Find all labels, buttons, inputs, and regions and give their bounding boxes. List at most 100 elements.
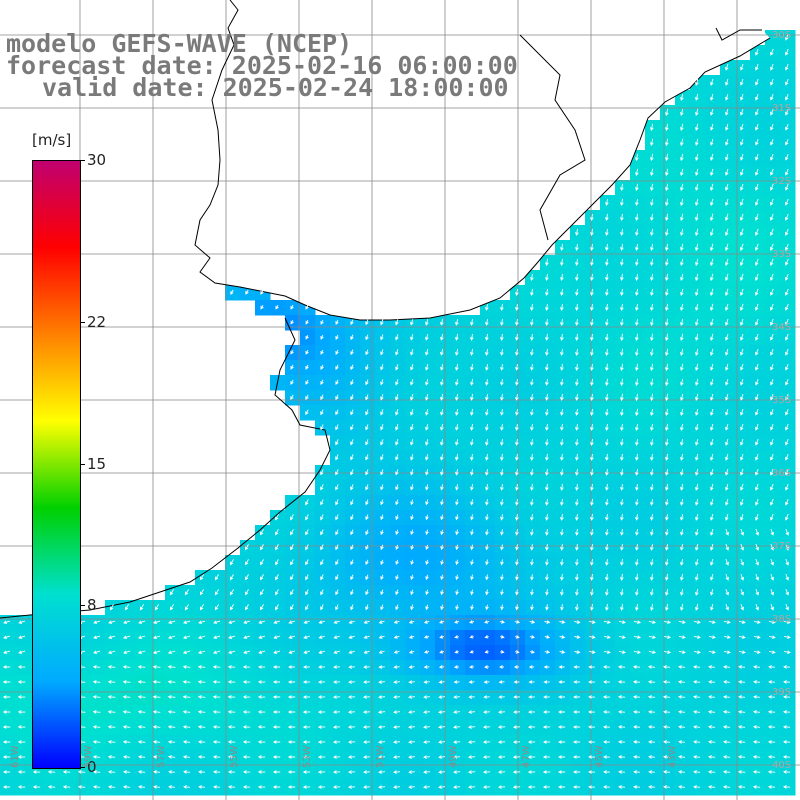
wind-speed-cell: [15, 645, 31, 661]
wind-arrow: [380, 589, 384, 596]
wind-arrow: [770, 468, 774, 476]
wind-arrow: [769, 213, 774, 221]
wind-arrow: [590, 408, 594, 417]
wind-speed-cell: [735, 765, 751, 781]
wind-speed-cell: [165, 750, 181, 766]
wind-arrow: [740, 573, 744, 581]
wind-arrow: [785, 348, 789, 356]
wind-arrow: [365, 409, 369, 416]
wind-speed-cell: [660, 390, 676, 406]
wind-arrow: [605, 588, 609, 596]
wind-arrow: [740, 468, 744, 476]
wind-speed-cell: [750, 630, 766, 646]
wind-speed-cell: [585, 435, 601, 451]
wind-speed-cell: [420, 780, 436, 796]
wind-arrow: [365, 439, 369, 446]
wind-arrow: [620, 603, 624, 611]
wind-arrow: [635, 529, 639, 536]
wind-speed-cell: [405, 720, 421, 736]
wind-arrow: [785, 528, 789, 536]
wind-speed-cell: [600, 375, 616, 391]
wind-speed-cell: [240, 660, 256, 676]
wind-arrow: [785, 483, 789, 491]
wind-speed-cell: [660, 300, 676, 316]
wind-arrow: [620, 438, 624, 447]
wind-arrow: [438, 680, 445, 684]
wind-speed-cell: [0, 720, 16, 736]
wind-arrow: [485, 574, 489, 581]
wind-arrow: [245, 574, 249, 581]
wind-arrow: [575, 393, 579, 401]
wind-speed-cell: [645, 705, 661, 721]
wind-arrow: [123, 650, 131, 655]
wind-arrow: [123, 620, 131, 624]
wind-speed-cell: [540, 780, 556, 796]
wind-arrow: [2, 755, 11, 759]
wind-arrow: [590, 318, 594, 327]
wind-arrow: [138, 635, 146, 640]
wind-arrow: [212, 725, 221, 729]
wind-speed-cell: [180, 690, 196, 706]
wind-speed-cell: [120, 705, 136, 721]
wind-arrow: [350, 424, 354, 431]
wind-arrow: [558, 665, 565, 669]
wind-arrow: [605, 318, 609, 327]
wind-arrow: [755, 543, 759, 551]
wind-arrow: [709, 318, 714, 326]
wind-arrow: [515, 635, 520, 639]
wind-speed-cell: [675, 690, 691, 706]
wind-arrow: [767, 755, 776, 759]
wind-arrow: [500, 559, 504, 566]
wind-speed-cell: [15, 705, 31, 721]
wind-speed-cell: [750, 645, 766, 661]
wind-arrow: [455, 363, 459, 371]
wind-arrow: [290, 514, 294, 521]
wind-speed-cell: [360, 735, 376, 751]
wind-speed-cell: [630, 330, 646, 346]
wind-arrow: [785, 48, 789, 56]
wind-speed-cell: [615, 660, 631, 676]
wind-arrow: [603, 725, 611, 729]
wind-arrow: [260, 289, 264, 295]
wind-arrow: [707, 770, 716, 774]
longitude-label: 59W: [83, 745, 94, 768]
wind-speed-cell: [405, 690, 421, 706]
wind-arrow: [695, 498, 699, 506]
wind-arrow: [380, 529, 384, 536]
wind-speed-cell: [540, 690, 556, 706]
wind-arrow: [212, 710, 221, 714]
longitude-label: 55W: [229, 745, 240, 768]
wind-speed-cell: [645, 120, 661, 136]
wind-speed-cell: [390, 630, 406, 646]
wind-arrow: [305, 544, 309, 551]
wind-arrow: [482, 725, 491, 729]
wind-speed-cell: [780, 675, 796, 691]
wind-arrow: [242, 695, 251, 699]
wind-arrow: [197, 695, 206, 699]
wind-speed-cell: [315, 645, 331, 661]
wind-arrow: [305, 559, 309, 566]
wind-speed-cell: [780, 105, 796, 121]
wind-arrow: [710, 483, 714, 491]
wind-arrow: [332, 740, 341, 744]
wind-arrow: [665, 529, 669, 536]
wind-arrow: [665, 408, 669, 417]
wind-arrow: [572, 740, 581, 744]
wind-arrow: [620, 468, 624, 476]
wind-speed-cell: [555, 735, 571, 751]
wind-arrow: [454, 620, 460, 624]
wind-arrow: [725, 393, 729, 401]
wind-arrow: [755, 348, 759, 356]
wind-arrow: [605, 483, 609, 491]
wind-speed-cell: [285, 630, 301, 646]
wind-speed-cell: [360, 750, 376, 766]
wind-arrow: [317, 695, 326, 699]
wind-arrow: [243, 650, 251, 654]
wind-speed-cell: [735, 300, 751, 316]
wind-speed-cell: [720, 270, 736, 286]
wind-arrow: [560, 363, 564, 371]
wind-arrow: [168, 635, 176, 640]
wind-arrow: [395, 319, 399, 326]
wind-speed-cell: [735, 720, 751, 736]
